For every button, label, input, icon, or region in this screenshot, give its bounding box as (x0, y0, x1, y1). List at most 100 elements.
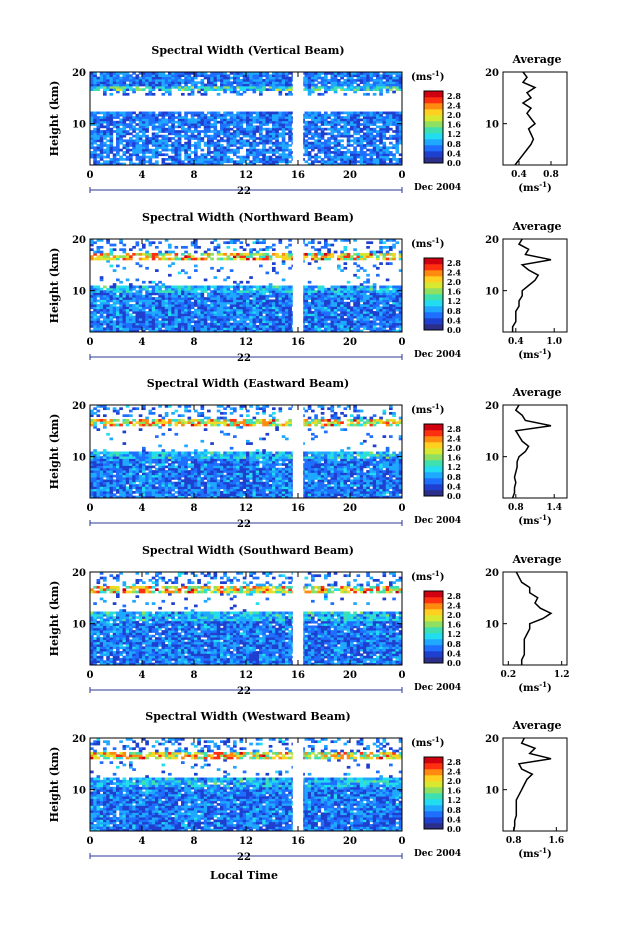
heatmap-cell (268, 148, 273, 152)
heatmap-cell (145, 120, 149, 124)
heatmap-cell (194, 308, 198, 312)
heatmap-cell (171, 127, 175, 131)
heatmap-cell (164, 127, 169, 131)
heatmap-cell (330, 118, 335, 122)
heatmap-cell (311, 141, 315, 145)
heatmap-cell (343, 88, 348, 91)
heatmap-cell (164, 76, 169, 80)
heatmap-cell (112, 155, 117, 159)
colorbar-swatch (424, 109, 443, 116)
heatmap-cell (197, 294, 201, 298)
heatmap-cell (210, 78, 214, 82)
heatmap-cell (155, 269, 159, 272)
heatmap-cell (262, 137, 266, 140)
heatmap-cell (216, 306, 221, 310)
heatmap-cell (151, 137, 156, 140)
heatmap-cell (369, 155, 374, 159)
heatmap-cell (132, 146, 136, 150)
heatmap-cell (353, 252, 357, 256)
heatmap-cell (158, 287, 162, 291)
heatmap-cell (184, 327, 188, 331)
heatmap-cell (359, 151, 364, 154)
heatmap-cell (285, 92, 289, 96)
heatmap-cell (242, 287, 247, 291)
heatmap-cell (379, 111, 383, 115)
heatmap-cell (184, 113, 188, 117)
heatmap-cell (142, 151, 146, 154)
heatmap-cell (112, 299, 117, 303)
heatmap-cell (343, 153, 348, 157)
heatmap-cell (220, 308, 224, 312)
heatmap-cell (389, 83, 393, 87)
heatmap-cell (109, 250, 114, 254)
heatmap-cell (252, 83, 257, 87)
heatmap-cell (353, 148, 357, 152)
heatmap-cell (142, 113, 146, 117)
heatmap-cell (346, 120, 351, 124)
heatmap-cell (275, 141, 279, 145)
heatmap-cell (288, 78, 292, 82)
heatmap-cell (307, 285, 312, 289)
heatmap-cell (148, 160, 153, 164)
heatmap-cell (103, 162, 107, 166)
heatmap-cell (122, 292, 127, 296)
heatmap-cell (353, 120, 357, 124)
x-tick-label: 20 (343, 337, 357, 348)
heatmap-cell (333, 127, 338, 131)
heatmap-cell (239, 74, 244, 78)
heatmap-cell (129, 158, 133, 161)
heatmap-cell (363, 301, 367, 305)
heatmap-cell (164, 146, 169, 150)
heatmap-cell (158, 257, 162, 261)
heatmap-cell (142, 134, 146, 138)
heatmap-cell (233, 255, 237, 258)
heatmap-cell (327, 137, 331, 140)
heatmap-cell (369, 116, 374, 119)
heatmap-cell (171, 144, 175, 147)
heatmap-cell (398, 120, 403, 124)
heatmap-cell (285, 308, 289, 312)
heatmap-cell (379, 239, 383, 242)
heatmap-cell (314, 120, 318, 124)
heatmap-cell (106, 311, 110, 314)
heatmap-cell (119, 76, 123, 80)
heatmap-cell (372, 78, 377, 82)
heatmap-cell (96, 308, 101, 312)
heatmap-cell (255, 120, 260, 124)
heatmap-cell (327, 123, 331, 126)
heatmap-cell (337, 120, 341, 124)
heatmap-cell (369, 137, 374, 140)
heatmap-cell (216, 297, 221, 300)
heatmap-cell (229, 139, 234, 143)
heatmap-cell (272, 269, 276, 272)
heatmap-cell (142, 78, 146, 82)
heatmap-cell (226, 151, 231, 154)
heatmap-cell (210, 285, 214, 289)
heatmap-cell (350, 329, 354, 333)
heatmap-cell (229, 151, 234, 154)
heatmap-cell (356, 141, 361, 145)
heatmap-cell (262, 127, 266, 131)
heatmap-cell (249, 327, 253, 331)
heatmap-cell (174, 76, 179, 80)
heatmap-cell (246, 294, 250, 298)
heatmap-cell (138, 308, 143, 312)
heatmap-cell (350, 285, 354, 289)
heatmap-cell (184, 85, 188, 89)
heatmap-cell (346, 148, 351, 152)
heatmap-cell (317, 139, 322, 143)
heatmap-cell (181, 304, 185, 307)
heatmap-cell (265, 311, 270, 314)
heatmap-cell (164, 81, 169, 85)
heatmap-cell (109, 127, 114, 131)
heatmap-cell (103, 306, 107, 310)
heatmap-cell (317, 127, 322, 131)
heatmap-cell (255, 125, 260, 129)
heatmap-cell (200, 299, 205, 303)
heatmap-cell (155, 78, 159, 82)
heatmap-cell (382, 301, 387, 305)
heatmap-cell (252, 153, 257, 157)
heatmap-cell (96, 83, 101, 87)
heatmap-cell (379, 315, 383, 319)
heatmap-cell (382, 311, 387, 314)
